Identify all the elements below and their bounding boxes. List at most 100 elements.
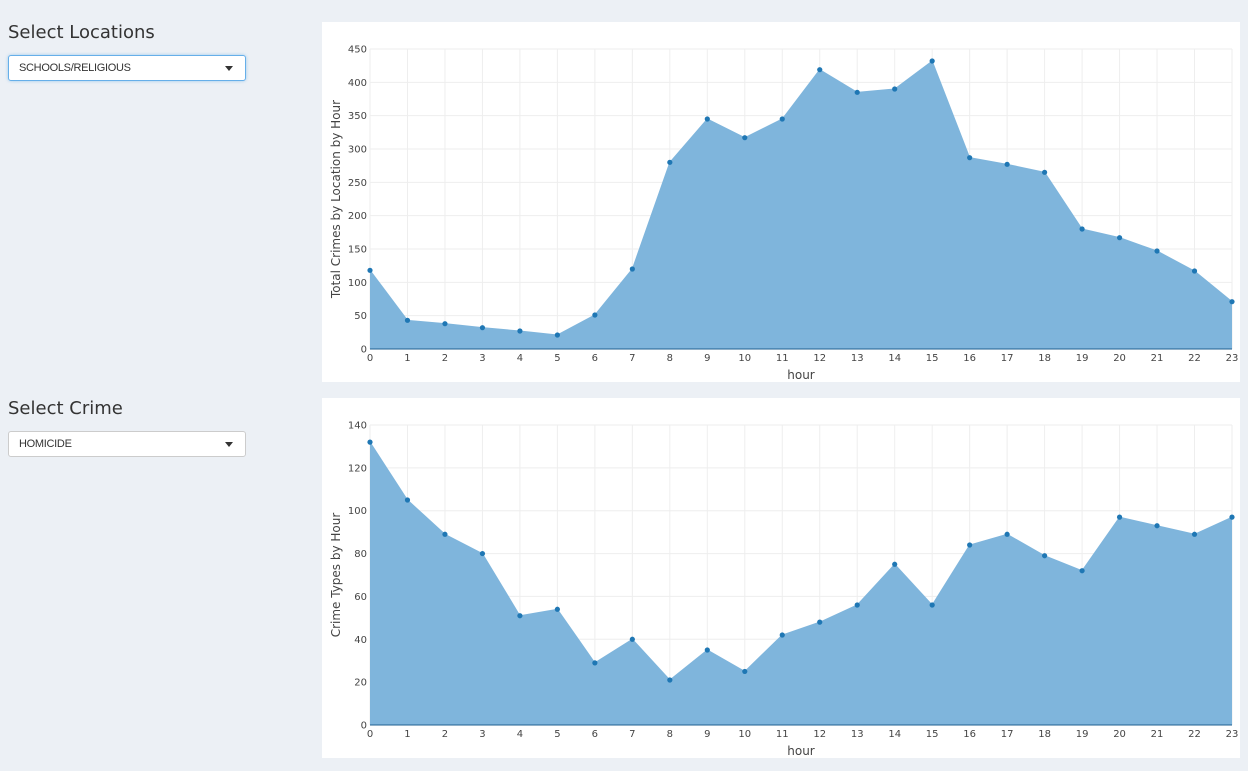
data-point[interactable] xyxy=(404,317,411,323)
data-point[interactable] xyxy=(367,439,373,445)
data-point[interactable] xyxy=(554,606,560,612)
x-tick-label: 2 xyxy=(442,353,448,364)
y-tick-label: 140 xyxy=(348,421,367,432)
data-point[interactable] xyxy=(667,677,673,683)
x-tick-label: 11 xyxy=(776,729,789,740)
data-point[interactable] xyxy=(1229,299,1235,305)
y-axis-title: Total Crimes by Location by Hour xyxy=(329,100,343,299)
data-point[interactable] xyxy=(892,561,898,567)
x-tick-label: 18 xyxy=(1038,353,1051,364)
data-point[interactable] xyxy=(742,135,748,141)
x-tick-label: 17 xyxy=(1001,729,1014,740)
y-tick-label: 40 xyxy=(354,635,367,646)
x-tick-label: 17 xyxy=(1001,353,1014,364)
data-point[interactable] xyxy=(1154,248,1160,254)
x-tick-label: 1 xyxy=(404,729,410,740)
data-point[interactable] xyxy=(742,668,748,675)
data-point[interactable] xyxy=(967,155,973,161)
data-point[interactable] xyxy=(929,58,935,64)
data-point[interactable] xyxy=(367,267,373,273)
data-point[interactable] xyxy=(442,321,448,327)
x-tick-label: 3 xyxy=(479,353,485,364)
y-tick-label: 100 xyxy=(348,278,367,289)
data-point[interactable] xyxy=(1191,268,1198,274)
data-point[interactable] xyxy=(1004,161,1010,167)
data-point[interactable] xyxy=(1191,531,1198,537)
x-tick-label: 15 xyxy=(926,729,939,740)
x-tick-label: 4 xyxy=(517,729,523,740)
data-point[interactable] xyxy=(929,602,935,608)
data-point[interactable] xyxy=(592,312,598,318)
location-select[interactable]: SCHOOLS/RELIGIOUS xyxy=(8,55,246,81)
x-tick-label: 23 xyxy=(1226,353,1239,364)
data-point[interactable] xyxy=(517,328,523,334)
y-tick-label: 0 xyxy=(361,345,367,356)
x-tick-label: 8 xyxy=(667,729,673,740)
data-point[interactable] xyxy=(1154,523,1160,529)
select-crime-title: Select Crime xyxy=(8,398,123,419)
data-point[interactable] xyxy=(1079,568,1085,574)
data-point[interactable] xyxy=(1042,553,1048,559)
data-point[interactable] xyxy=(554,332,560,338)
x-tick-label: 12 xyxy=(813,353,826,364)
data-point[interactable] xyxy=(854,89,860,95)
area-fill xyxy=(370,61,1232,349)
data-point[interactable] xyxy=(442,531,448,537)
location-select-value: SCHOOLS/RELIGIOUS xyxy=(19,62,131,74)
data-point[interactable] xyxy=(704,116,710,122)
x-tick-label: 22 xyxy=(1188,729,1201,740)
x-tick-label: 21 xyxy=(1151,729,1164,740)
y-tick-label: 450 xyxy=(348,45,367,56)
x-tick-label: 7 xyxy=(629,353,635,364)
x-tick-label: 3 xyxy=(479,729,485,740)
data-point[interactable] xyxy=(854,602,860,608)
series-line xyxy=(369,441,1233,681)
data-point[interactable] xyxy=(817,67,823,73)
data-point[interactable] xyxy=(1116,235,1123,241)
x-tick-label: 9 xyxy=(704,353,710,364)
data-point[interactable] xyxy=(629,636,635,642)
data-point[interactable] xyxy=(592,660,598,666)
data-point[interactable] xyxy=(1116,514,1123,520)
y-tick-label: 150 xyxy=(348,245,367,256)
data-point[interactable] xyxy=(1079,226,1085,232)
data-point[interactable] xyxy=(629,266,635,272)
x-tick-label: 19 xyxy=(1076,353,1089,364)
x-tick-label: 12 xyxy=(813,729,826,740)
x-tick-label: 21 xyxy=(1151,353,1164,364)
crime-select-value: HOMICIDE xyxy=(19,438,72,450)
crime-select[interactable]: HOMICIDE xyxy=(8,431,246,457)
data-point[interactable] xyxy=(779,632,785,638)
crime-chart-panel: 0 20 40 60 80 100 120 140 0 1 2 3 4 5 6 7 8 9 10 11 12 13 14 15… xyxy=(322,398,1240,758)
data-point[interactable] xyxy=(779,116,785,122)
data-point[interactable] xyxy=(1004,531,1010,537)
y-tick-label: 80 xyxy=(354,549,367,560)
data-point[interactable] xyxy=(892,86,898,92)
data-point[interactable] xyxy=(667,159,673,165)
x-tick-label: 23 xyxy=(1226,729,1239,740)
y-tick-label: 100 xyxy=(348,506,367,517)
y-tick-label: 50 xyxy=(354,311,367,322)
data-point[interactable] xyxy=(967,542,973,548)
x-tick-label: 5 xyxy=(554,729,560,740)
x-tick-label: 14 xyxy=(888,729,901,740)
x-tick-label: 18 xyxy=(1038,729,1051,740)
x-tick-label: 14 xyxy=(888,353,901,364)
y-tick-label: 300 xyxy=(348,145,367,156)
data-point[interactable] xyxy=(704,647,710,653)
area-fill xyxy=(370,442,1232,725)
data-point[interactable] xyxy=(517,613,523,619)
data-point[interactable] xyxy=(479,325,486,331)
data-point[interactable] xyxy=(1042,169,1048,175)
data-point[interactable] xyxy=(1229,514,1235,520)
x-tick-label: 9 xyxy=(704,729,710,740)
x-tick-label: 4 xyxy=(517,353,523,364)
x-tick-label: 13 xyxy=(851,353,864,364)
caret-down-icon xyxy=(225,66,233,71)
data-point[interactable] xyxy=(479,550,486,557)
y-tick-label: 250 xyxy=(348,178,367,189)
data-point[interactable] xyxy=(404,497,411,503)
data-point[interactable] xyxy=(817,619,823,625)
